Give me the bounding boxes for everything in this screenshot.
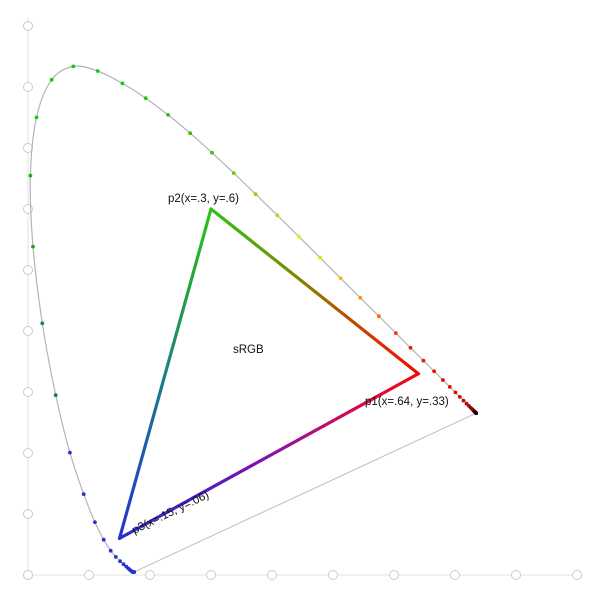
wavelength-dot	[447, 385, 452, 389]
wavelength-dots	[28, 64, 479, 574]
triangle-edge-p2-p1	[209, 207, 420, 376]
wavelength-dot	[31, 244, 35, 249]
wavelength-dot	[143, 96, 148, 101]
wavelength-dot	[457, 395, 462, 399]
wavelength-dot	[188, 131, 193, 136]
line-of-purples	[133, 412, 477, 573]
wavelength-dot	[121, 562, 126, 567]
wavelength-dot	[118, 559, 122, 564]
wavelength-dot	[461, 398, 466, 403]
wavelength-dot	[68, 450, 72, 455]
y-axis-tick-circle	[23, 326, 33, 336]
x-axis-tick-circle	[450, 570, 460, 580]
wavelength-dot	[432, 369, 436, 374]
wavelength-dot	[474, 411, 479, 416]
y-axis-tick-circle	[23, 448, 33, 458]
wavelength-dot	[34, 115, 39, 120]
wavelength-dot	[253, 192, 258, 197]
wavelength-dot	[421, 358, 426, 363]
wavelength-dot	[95, 69, 100, 73]
x-axis-tick-circle	[511, 570, 521, 580]
wavelength-dot	[28, 173, 33, 178]
x-axis-tick-circle	[267, 570, 277, 580]
triangle-edge-p3-p2	[117, 207, 213, 541]
y-axis-tick-circle	[23, 387, 33, 397]
y-axis-tick-circle	[23, 21, 33, 31]
wavelength-dot	[120, 81, 125, 86]
y-axis-tick-circle	[23, 82, 33, 92]
wavelength-dot	[358, 295, 363, 300]
y-axis-tick-circle	[23, 509, 33, 519]
p2-vertex-label: p2(x=.3, y=.6)	[168, 193, 239, 205]
wavelength-dot	[71, 64, 76, 69]
wavelength-dot	[49, 77, 54, 82]
x-axis-tick-circle	[84, 570, 94, 580]
axes	[23, 18, 582, 580]
wavelength-dot	[108, 548, 113, 553]
wavelength-dot	[318, 255, 322, 260]
wavelength-dot	[453, 390, 458, 395]
x-axis-tick-circle	[328, 570, 338, 580]
srgb-gamut-label: sRGB	[233, 344, 264, 356]
wavelength-dot	[40, 321, 45, 326]
wavelength-dot	[275, 213, 280, 218]
wavelength-dot	[297, 234, 301, 239]
wavelength-dot	[113, 555, 118, 559]
wavelength-dot	[210, 150, 214, 155]
y-axis-tick-circle	[23, 265, 33, 275]
wavelength-dot	[408, 345, 413, 350]
y-axis-tick-circle	[23, 570, 33, 580]
wavelength-dot	[441, 378, 445, 382]
wavelength-dot	[464, 401, 469, 406]
wavelength-dot	[124, 564, 129, 569]
srgb-triangle	[117, 207, 420, 541]
wavelength-dot	[101, 537, 106, 542]
wavelength-dot	[377, 314, 381, 319]
x-axis-tick-circle	[145, 570, 155, 580]
wavelength-dot	[93, 520, 97, 524]
wavelength-dot	[338, 276, 343, 281]
triangle-edge-p1-p3	[117, 372, 420, 541]
x-axis-tick-circle	[206, 570, 216, 580]
wavelength-dot	[166, 113, 171, 117]
p1-vertex-label: p1(x=.64, y=.33)	[365, 396, 449, 408]
wavelength-dot	[231, 171, 236, 176]
x-axis-tick-circle	[572, 570, 582, 580]
wavelength-dot	[53, 393, 58, 397]
wavelength-dot	[393, 331, 398, 335]
x-axis-tick-circle	[389, 570, 399, 580]
wavelength-dot	[81, 492, 86, 496]
spectral-locus-curve	[29, 65, 477, 573]
